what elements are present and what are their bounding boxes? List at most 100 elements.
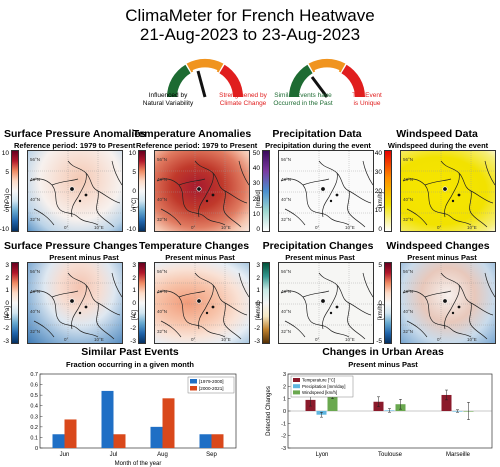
row2-panel4-subtitle: Present minus Past <box>407 253 477 262</box>
colorbar-tick-label: 0 <box>256 300 260 307</box>
colorbar-unit: [hPa] <box>5 193 11 208</box>
event-location-marker <box>457 305 461 309</box>
event-location-marker <box>329 199 333 203</box>
colorbar <box>262 262 270 344</box>
x-axis-label: Month of the year <box>115 461 162 467</box>
y-tick-label: 0.4 <box>30 404 38 410</box>
bar-jun-series1 <box>52 434 65 448</box>
latitude-label: 32°N <box>30 329 41 334</box>
latitude-label: 32°N <box>157 329 168 334</box>
coastline-overlay <box>401 263 495 343</box>
map-panel: 56°N 48°N 40°N 32°N 0° 10°E <box>154 262 250 344</box>
event-location-marker <box>329 311 333 315</box>
colorbar <box>11 262 19 344</box>
event-location-marker <box>196 298 202 304</box>
colorbar-tick-label: -2 <box>130 325 136 333</box>
y-tick-label: 0.1 <box>30 435 38 441</box>
event-location-marker <box>211 193 215 197</box>
colorbar-tick-label: 40 <box>252 165 260 173</box>
bar-jul-series1 <box>101 390 114 448</box>
bar-jun-series2 <box>64 419 77 448</box>
colorbar-unit: [mm/d] <box>256 189 262 208</box>
coastline-overlay <box>401 151 495 231</box>
legend-label: [2000-2021] <box>199 386 224 391</box>
gauge1-left-label: Influenced by Natural Variability <box>142 92 194 107</box>
y-tick-label: 0.2 <box>30 425 38 431</box>
x-tick-label: Lyon <box>316 452 329 458</box>
y-tick-label: 0.5 <box>30 393 38 399</box>
bar-aug-series1 <box>150 426 163 448</box>
longitude-label: 0° <box>64 337 69 342</box>
y-tick-label: -1 <box>281 421 286 427</box>
gauge2-left-label: Similar Events have Occurred in the Past <box>273 92 333 107</box>
coastline-overlay <box>279 151 373 231</box>
event-location-marker <box>205 311 209 315</box>
bar-sep-series1 <box>199 434 212 448</box>
colorbar-tick-label: 30 <box>374 169 382 176</box>
row1-panel2-subtitle: Reference period: 1979 to Present <box>136 141 258 150</box>
colorbar-tick-label: 3 <box>132 262 136 269</box>
colorbar-tick-label: 50 <box>252 150 260 157</box>
urban-changes-title: Changes in Urban Areas <box>322 346 444 358</box>
country-borders <box>29 160 122 228</box>
legend-swatch <box>293 390 300 395</box>
row1-panel3-subtitle: Precipitation during the event <box>265 141 371 150</box>
colorbar-tick-label: 5 <box>132 169 136 176</box>
colorbar-tick-label: 3 <box>256 262 260 269</box>
legend-box <box>290 375 354 398</box>
colorbar <box>262 150 270 232</box>
latitude-label: 56°N <box>281 157 292 162</box>
date-range: 21-Aug-2023 to 23-Aug-2023 <box>139 25 361 44</box>
longitude-label: 0° <box>191 225 196 230</box>
y-tick-label: 1 <box>283 397 286 403</box>
row1-panel1-subtitle: Reference period: 1979 to Present <box>14 141 136 150</box>
country-borders <box>402 160 495 228</box>
latitude-label: 56°N <box>157 157 168 162</box>
longitude-label: 0° <box>191 337 196 342</box>
longitude-label: 10°E <box>345 225 355 230</box>
country-borders <box>280 272 373 340</box>
x-tick-label: Sep <box>206 452 217 458</box>
colorbar-tick-label: 0 <box>378 300 382 307</box>
x-tick-label: Toulouse <box>378 452 403 458</box>
row1-panel4-subtitle: Windspeed during the event <box>387 141 489 150</box>
y-tick-label: -2 <box>281 434 286 440</box>
uniqueness-gauge <box>289 58 365 98</box>
map-panel: 56°N 48°N 40°N 32°N 0° 10°E <box>27 262 123 344</box>
event-location-marker <box>451 311 455 315</box>
colorbar-tick-label: 2 <box>256 274 260 282</box>
longitude-label: 0° <box>437 225 442 230</box>
event-location-marker <box>335 305 339 309</box>
coastline-overlay <box>279 263 373 343</box>
colorbar-tick-label: -2 <box>254 325 260 333</box>
past-events-chart: 0 0.1 0.2 0.3 0.4 0.5 0.6 0.7 Jun Jul Aug Sep Month … <box>30 372 237 467</box>
row2-panel3-title: Precipitation Changes <box>262 240 374 252</box>
longitude-label: 10°E <box>467 225 477 230</box>
bar-lyon-series3 <box>327 390 338 411</box>
event-location-marker <box>457 193 461 197</box>
colorbar-tick-label: 5 <box>5 169 9 176</box>
colorbar-tick-label: 0 <box>256 226 260 233</box>
longitude-label: 10°E <box>94 225 104 230</box>
colorbar-tick-label: -1 <box>254 312 260 320</box>
coastline-overlay <box>28 151 122 231</box>
longitude-label: 0° <box>64 225 69 230</box>
map-panel: 56°N 48°N 40°N 32°N 0° 10°E <box>400 262 496 344</box>
row2-panel1-title: Surface Pressure Changes <box>4 240 138 252</box>
colorbar-unit: [hPa] <box>5 305 11 320</box>
y-tick-label: 0.3 <box>30 414 38 420</box>
legend-label: [1979-2000] <box>199 379 224 384</box>
latitude-label: 32°N <box>157 217 168 222</box>
colorbar-tick-label: 1 <box>132 287 136 295</box>
x-tick-label: Marseille <box>446 452 471 458</box>
event-location-marker <box>84 305 88 309</box>
colorbar-tick-label: 10 <box>1 150 9 157</box>
colorbar-tick-label: 30 <box>252 180 260 188</box>
map-panel: 56°N 48°N 40°N 32°N 0° 10°E <box>278 150 374 232</box>
colorbar-tick-label: 0 <box>132 300 136 307</box>
colorbar-tick-label: 1 <box>5 287 9 295</box>
colorbar <box>138 262 146 344</box>
latitude-label: 32°N <box>30 217 41 222</box>
main-title: ClimaMeter for French Heatwave <box>125 6 375 25</box>
bar-marseille-series1 <box>441 394 452 411</box>
